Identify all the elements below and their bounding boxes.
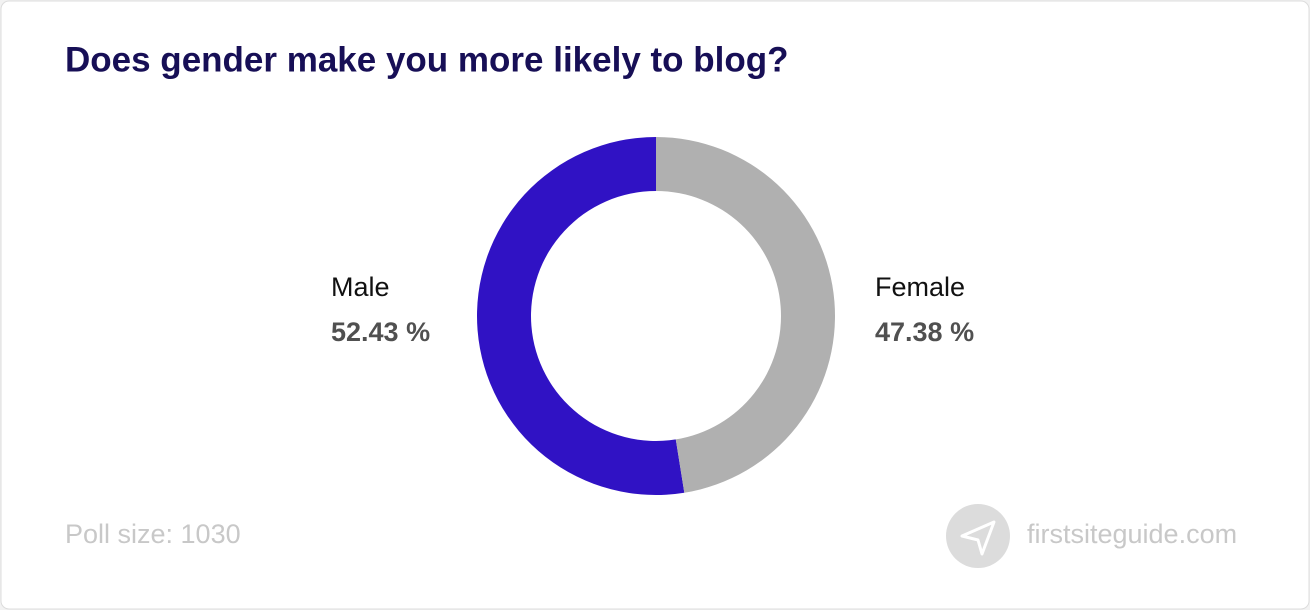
donut-segment bbox=[477, 137, 685, 495]
category-label: Male bbox=[331, 272, 390, 302]
category-label: Female bbox=[875, 272, 965, 302]
chart-title: Does gender make you more likely to blog… bbox=[65, 40, 789, 79]
value-label: 47.38 % bbox=[875, 317, 974, 347]
source: firstsiteguide.com bbox=[1027, 519, 1237, 549]
donut-segment bbox=[656, 136, 836, 493]
footnote: Poll size: 1030 bbox=[65, 519, 241, 549]
value-label: 52.43 % bbox=[331, 317, 430, 347]
source-icon bbox=[946, 504, 1010, 568]
